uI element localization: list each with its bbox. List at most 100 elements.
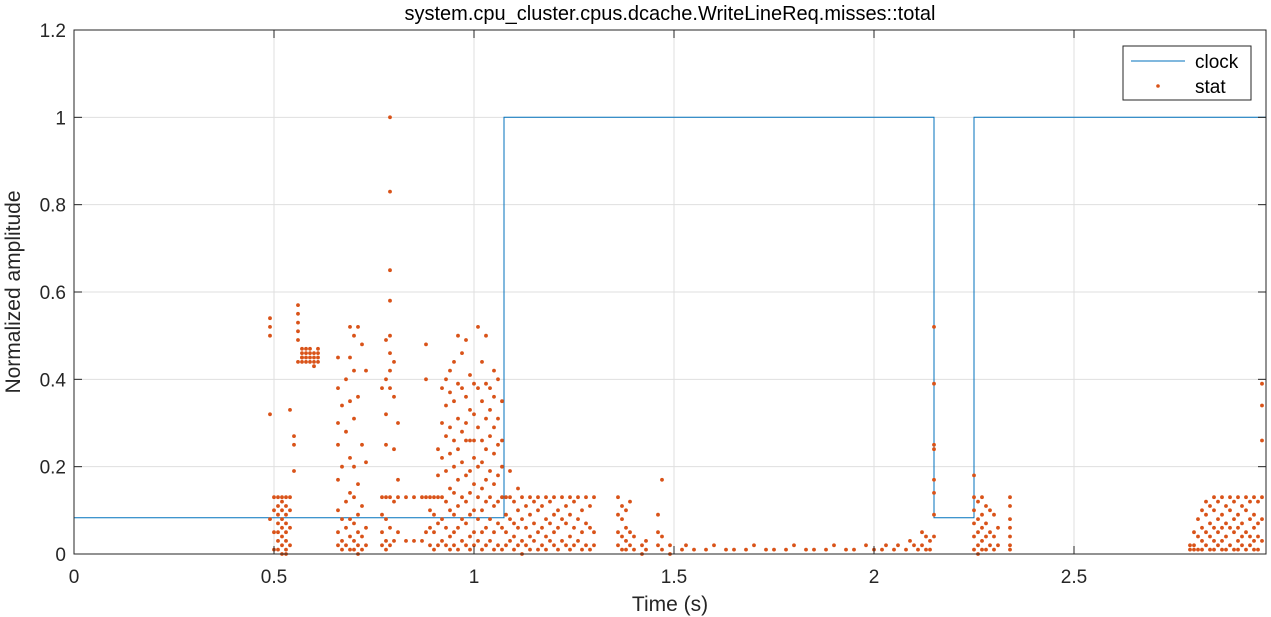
- stat-point: [1240, 543, 1244, 548]
- stat-point: [564, 504, 568, 508]
- stat-point: [1228, 525, 1232, 530]
- stat-point: [288, 543, 292, 548]
- stat-point: [436, 543, 440, 548]
- stat-point: [712, 543, 716, 548]
- stat-point: [1224, 547, 1228, 552]
- stat-point: [1216, 499, 1220, 504]
- stat-point: [460, 429, 464, 434]
- stat-point: [892, 547, 896, 552]
- stat-point: [468, 547, 472, 552]
- stat-point: [440, 456, 444, 460]
- stat-point: [452, 543, 456, 548]
- stat-point: [336, 355, 340, 360]
- stat-point: [460, 495, 464, 500]
- stat-point: [1244, 547, 1248, 552]
- stat-point: [276, 495, 280, 500]
- stat-point: [288, 495, 292, 500]
- stat-point: [660, 477, 664, 482]
- stat-point: [1208, 521, 1212, 526]
- stat-point: [508, 539, 512, 543]
- stat-point: [1196, 534, 1200, 539]
- x-tick-label: 0.5: [261, 567, 287, 588]
- stat-point: [440, 517, 444, 521]
- stat-point: [360, 534, 364, 539]
- stat-point: [452, 530, 456, 535]
- stat-point: [464, 338, 468, 342]
- stat-point: [488, 539, 492, 543]
- stat-point: [556, 547, 560, 552]
- stat-point: [360, 442, 364, 447]
- stat-point: [504, 530, 508, 535]
- stat-point: [1260, 517, 1264, 521]
- stat-point: [460, 351, 464, 355]
- stat-point: [484, 543, 488, 548]
- stat-point: [1244, 495, 1248, 500]
- stat-point: [1252, 512, 1256, 517]
- stat-point: [496, 416, 500, 421]
- stat-point: [348, 534, 352, 539]
- stat-point: [304, 351, 308, 355]
- stat-point: [516, 543, 520, 548]
- stat-point: [364, 368, 368, 373]
- stat-point: [336, 442, 340, 447]
- stat-point: [512, 534, 516, 539]
- stat-point: [1260, 438, 1264, 443]
- stat-point: [268, 412, 272, 417]
- stat-point: [340, 464, 344, 469]
- stat-point: [336, 477, 340, 482]
- stat-point: [288, 525, 292, 530]
- stat-point: [1236, 525, 1240, 530]
- stat-point: [1208, 534, 1212, 539]
- stat-point: [1220, 512, 1224, 517]
- legend-stat-label: stat: [1195, 77, 1226, 98]
- stat-point: [564, 521, 568, 526]
- stat-point: [932, 477, 936, 482]
- stat-point: [1252, 539, 1256, 543]
- stat-point: [488, 434, 492, 438]
- stat-point: [532, 521, 536, 526]
- stat-point: [532, 499, 536, 504]
- stat-point: [1220, 547, 1224, 552]
- stat-point: [440, 421, 444, 425]
- stat-point: [448, 368, 452, 373]
- stat-point: [424, 342, 428, 347]
- stat-point: [464, 521, 468, 526]
- stat-point: [456, 504, 460, 508]
- stat-point: [540, 543, 544, 548]
- stat-point: [476, 386, 480, 390]
- stat-point: [384, 377, 388, 382]
- stat-point: [440, 386, 444, 390]
- stat-point: [528, 534, 532, 539]
- stat-point: [388, 525, 392, 530]
- stat-point: [496, 473, 500, 478]
- stat-point: [656, 530, 660, 535]
- stat-point: [1236, 512, 1240, 517]
- stat-point: [500, 399, 504, 404]
- stat-point: [632, 534, 636, 539]
- stat-point: [744, 547, 748, 552]
- stat-point: [932, 491, 936, 495]
- stat-point: [624, 508, 628, 513]
- stat-point: [384, 539, 388, 543]
- stat-point: [588, 525, 592, 530]
- stat-point: [520, 495, 524, 500]
- stat-point: [448, 451, 452, 456]
- stat-point: [616, 495, 620, 500]
- stat-point: [432, 512, 436, 517]
- stat-point: [992, 534, 996, 539]
- stat-point: [468, 534, 472, 539]
- stat-point: [480, 486, 484, 491]
- stat-point: [388, 543, 392, 548]
- stat-point: [1208, 504, 1212, 508]
- stat-point: [772, 547, 776, 552]
- stat-point: [280, 499, 284, 504]
- stat-point: [544, 517, 548, 521]
- stat-point: [496, 499, 500, 504]
- stat-point: [464, 473, 468, 478]
- stat-point: [644, 547, 648, 552]
- stat-point: [456, 547, 460, 552]
- stat-point: [1248, 543, 1252, 548]
- stat-point: [932, 442, 936, 447]
- stat-point: [504, 512, 508, 517]
